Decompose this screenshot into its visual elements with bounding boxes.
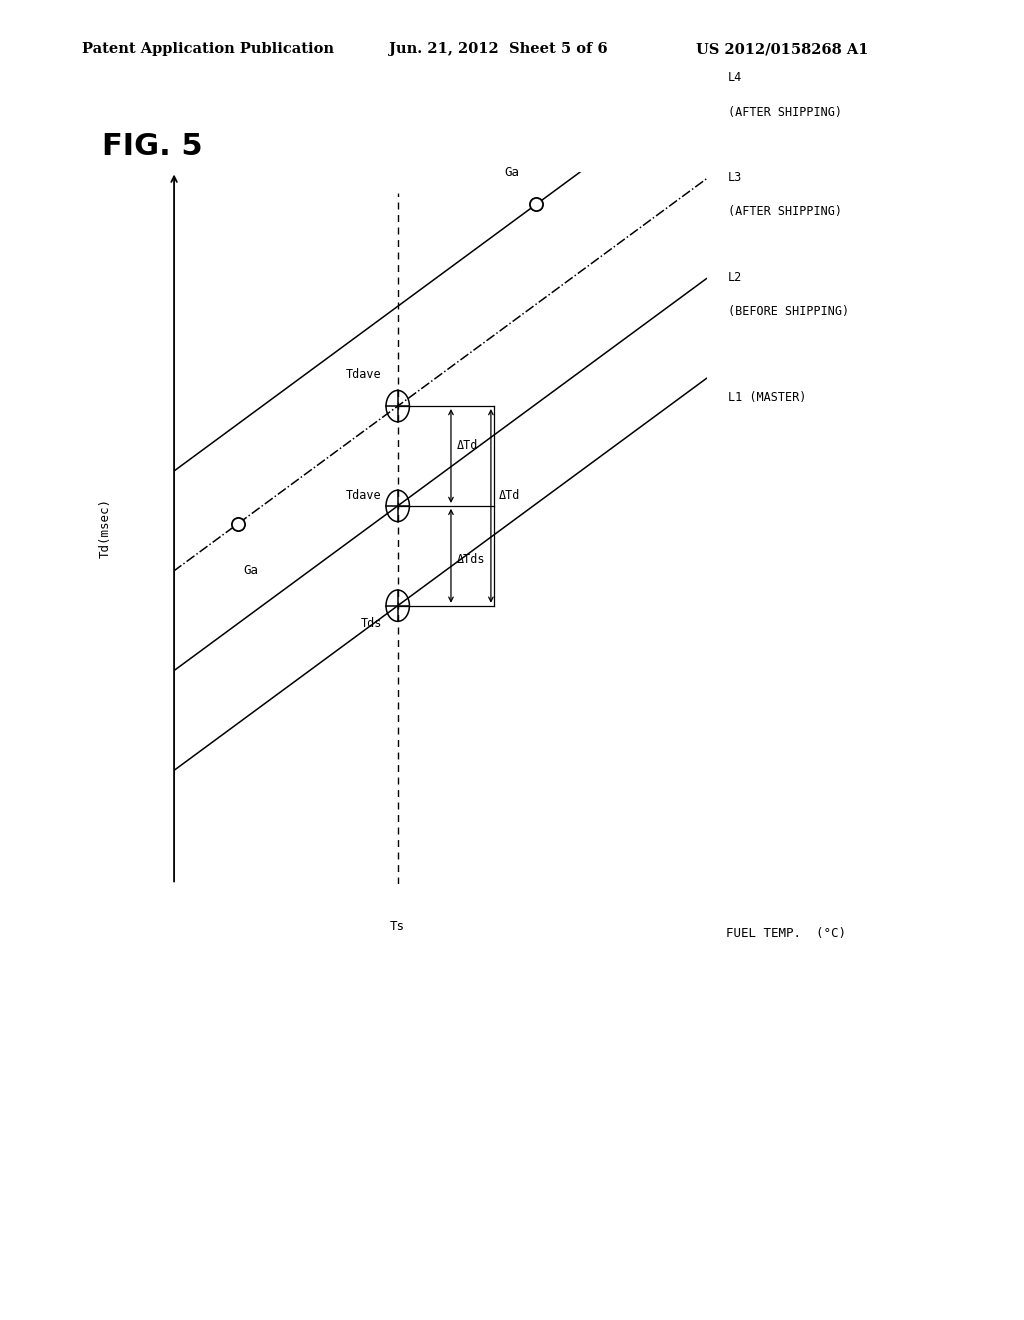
Text: Ga: Ga <box>504 166 519 180</box>
Text: ΔTd: ΔTd <box>499 488 520 502</box>
Text: L2: L2 <box>728 271 742 284</box>
Text: Td(msec): Td(msec) <box>98 498 112 558</box>
Text: (AFTER SHIPPING): (AFTER SHIPPING) <box>728 106 842 119</box>
Text: Patent Application Publication: Patent Application Publication <box>82 42 334 57</box>
Text: FIG. 5: FIG. 5 <box>102 132 203 161</box>
Text: (BEFORE SHIPPING): (BEFORE SHIPPING) <box>728 305 849 318</box>
Point <box>528 194 545 215</box>
Text: US 2012/0158268 A1: US 2012/0158268 A1 <box>696 42 868 57</box>
Text: FUEL TEMP.  (°C): FUEL TEMP. (°C) <box>726 927 847 940</box>
Text: ΔTds: ΔTds <box>457 553 484 566</box>
Text: (AFTER SHIPPING): (AFTER SHIPPING) <box>728 206 842 218</box>
Text: L3: L3 <box>728 172 742 183</box>
Text: Ga: Ga <box>244 564 258 577</box>
Text: L4: L4 <box>728 71 742 84</box>
Text: Tdave: Tdave <box>346 488 382 502</box>
Text: L1 (MASTER): L1 (MASTER) <box>728 392 806 404</box>
Text: Tds: Tds <box>360 616 382 630</box>
Text: Ts: Ts <box>390 920 406 933</box>
Text: Tdave: Tdave <box>346 367 382 380</box>
Text: Jun. 21, 2012  Sheet 5 of 6: Jun. 21, 2012 Sheet 5 of 6 <box>389 42 608 57</box>
Text: ΔTd: ΔTd <box>457 438 477 451</box>
Point <box>229 513 246 535</box>
